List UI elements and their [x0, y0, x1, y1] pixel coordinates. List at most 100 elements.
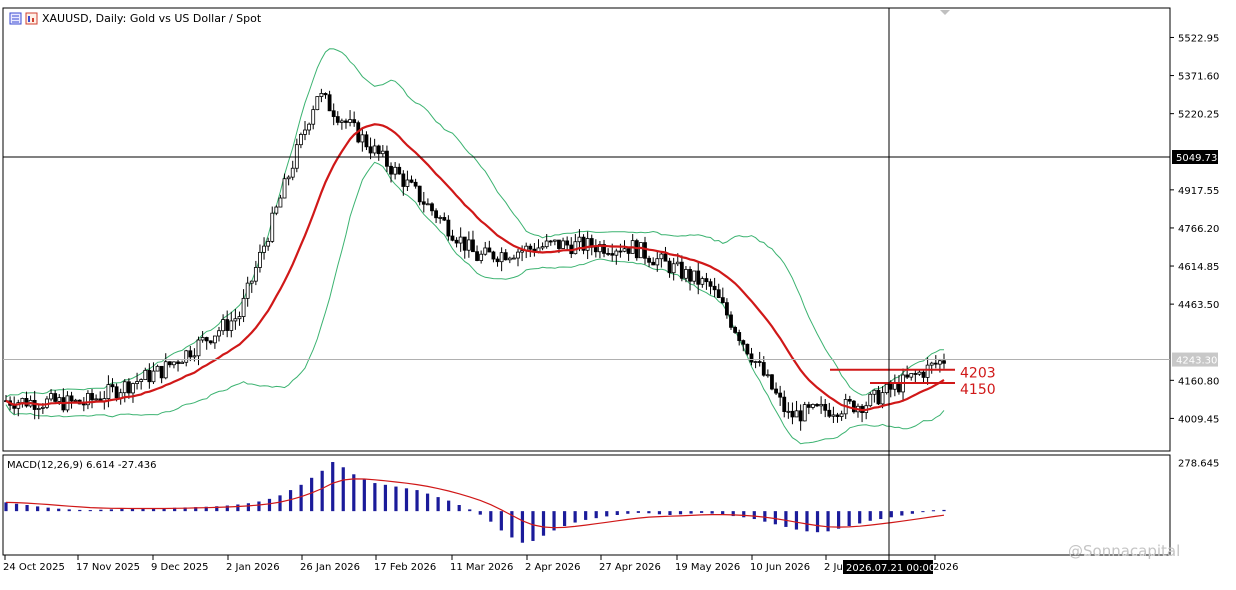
- candle-body: [389, 165, 393, 175]
- candle-body: [487, 247, 492, 253]
- candle-body: [344, 120, 348, 123]
- macd-histogram-bar: [14, 503, 19, 512]
- candle-body: [815, 404, 819, 407]
- candle-body: [438, 217, 443, 219]
- candle-body: [180, 361, 185, 364]
- candle-body: [335, 116, 340, 123]
- macd-histogram-bar: [647, 511, 651, 514]
- macd-histogram-bar: [99, 509, 103, 512]
- macd-histogram-bar: [78, 509, 82, 512]
- macd-histogram-bar: [742, 511, 746, 518]
- chart-shift-marker[interactable]: [940, 10, 950, 15]
- crosshair-date-label: 2026.07.21 00:00: [846, 563, 935, 574]
- candle-body: [581, 236, 586, 251]
- candle-body: [765, 374, 770, 377]
- candle-body: [737, 332, 742, 341]
- macd-histogram-bar: [879, 511, 883, 520]
- macd-histogram-bar: [299, 484, 303, 512]
- macd-histogram-bar: [931, 510, 936, 512]
- candle-body: [122, 381, 127, 394]
- macd-histogram-bar: [310, 477, 314, 512]
- candle-body: [712, 285, 717, 291]
- macd-histogram-bar: [236, 504, 240, 512]
- x-tick-label: 9 Dec 2025: [151, 562, 209, 573]
- candle-body: [696, 270, 701, 285]
- candle-body: [925, 364, 930, 378]
- candle-body: [151, 370, 156, 383]
- macd-histogram-bar: [478, 511, 482, 515]
- candle-body: [462, 236, 467, 251]
- y-tick-label: 5371.60: [1178, 72, 1219, 83]
- macd-histogram-bar: [699, 511, 704, 513]
- y-tick-label: 4614.85: [1178, 262, 1219, 273]
- candle-body: [258, 251, 262, 268]
- candle-body: [929, 362, 934, 366]
- candle-body: [106, 384, 111, 400]
- macd-histogram-bar: [204, 506, 208, 512]
- candle-body: [684, 269, 688, 279]
- macd-histogram-bar: [162, 508, 166, 512]
- candle-body: [770, 374, 774, 390]
- candle-body: [503, 252, 508, 261]
- candle-body: [368, 146, 373, 154]
- macd-pane[interactable]: [2, 454, 1171, 556]
- candle-body: [757, 361, 762, 363]
- candle-body: [188, 350, 193, 358]
- candle-body: [753, 361, 758, 363]
- candle-body: [544, 240, 549, 248]
- bollinger-upper-band: [5, 48, 945, 398]
- candle-body: [774, 388, 778, 394]
- candle-body: [253, 267, 258, 282]
- candle-body: [86, 393, 90, 406]
- macd-histogram-bar: [900, 511, 904, 516]
- candle-body: [729, 314, 733, 328]
- candle-body: [131, 383, 135, 394]
- candle-body: [745, 343, 750, 355]
- macd-histogram-bar: [752, 511, 756, 520]
- candle-body: [307, 123, 312, 131]
- candle-body: [577, 236, 582, 243]
- candle-body: [233, 318, 238, 322]
- candle-body: [53, 393, 58, 402]
- candle-body: [798, 410, 803, 422]
- y-tick-label: 4766.20: [1178, 224, 1219, 235]
- candle-body: [835, 414, 840, 417]
- macd-series-layer: [4, 462, 946, 543]
- macd-histogram-bar: [499, 511, 503, 531]
- candle-body: [700, 278, 705, 285]
- macd-histogram-bar: [858, 511, 862, 524]
- price-pane[interactable]: [2, 7, 1171, 452]
- candle-body: [303, 129, 307, 135]
- macd-histogram-bar: [425, 493, 430, 512]
- candle-body: [282, 178, 287, 199]
- candle-body: [270, 212, 275, 242]
- candle-body: [327, 94, 332, 112]
- macd-histogram-bar: [763, 511, 767, 522]
- macd-histogram-bar: [889, 511, 893, 518]
- candle-body: [372, 145, 377, 154]
- candle-body: [348, 119, 352, 123]
- macd-histogram-bar: [773, 511, 777, 525]
- candle-body: [380, 150, 385, 155]
- candle-body: [208, 340, 213, 344]
- macd-histogram-bar: [594, 511, 598, 519]
- axis-layer: 4243.30 5522.95 5371.60 5220.25 4917.55 4766.…: [3, 33, 1219, 573]
- macd-histogram-bar: [678, 511, 683, 515]
- chart-window-icon[interactable]: [9, 12, 38, 25]
- candle-body: [561, 240, 565, 249]
- candle-body: [831, 414, 836, 417]
- y-tick-label: 4160.80: [1178, 376, 1219, 387]
- macd-histogram-bar: [120, 509, 124, 512]
- candle-body: [73, 399, 78, 402]
- macd-histogram-bar: [457, 505, 461, 512]
- current-price-label: 4243.30: [1176, 356, 1217, 367]
- candle-body: [716, 289, 721, 299]
- macd-histogram-bar: [415, 490, 419, 512]
- moving-average-line: [5, 123, 945, 412]
- candle-body: [692, 270, 697, 282]
- macd-histogram-bar: [636, 511, 640, 513]
- macd-histogram-bar: [183, 507, 187, 512]
- candle-body: [655, 258, 660, 266]
